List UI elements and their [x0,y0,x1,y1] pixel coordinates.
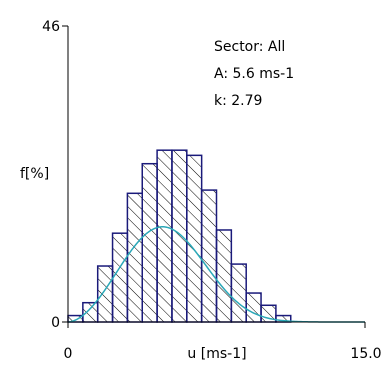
histogram-bar-6 [156,149,173,323]
y-axis-label: f[%] [20,166,49,182]
y-tick-label-max: 46 [42,19,60,35]
x-tick-label-min: 0 [64,346,73,362]
histogram-bar-2 [96,265,114,323]
histogram-bar-8 [186,154,203,323]
histogram-bars [67,149,292,323]
x-tick-label-max: 15.0 [350,346,381,362]
histogram-bar-11 [230,263,247,323]
annotation-sector: Sector: All [214,39,285,55]
histogram-bar-3 [111,232,129,323]
x-axis-label: u [ms-1] [187,346,246,362]
annotation-k: k: 2.79 [214,93,262,109]
y-tick-label-min: 0 [51,315,60,331]
histogram-bar-10 [215,229,233,323]
axis-ticks [62,25,366,328]
histogram-bar-12 [245,292,262,323]
histogram-bar-9 [200,189,218,323]
histogram-bar-7 [171,149,188,323]
histogram-bar-4 [126,192,144,323]
histogram-bar-5 [141,162,158,323]
histogram-bar-1 [82,301,99,323]
annotation-a: A: 5.6 ms-1 [214,66,294,82]
